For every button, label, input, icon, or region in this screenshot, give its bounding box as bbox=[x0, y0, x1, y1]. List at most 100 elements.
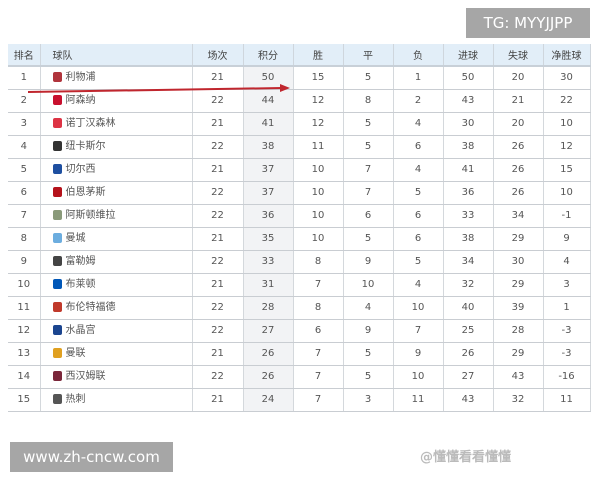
cell-gf: 34 bbox=[443, 250, 494, 274]
table-row: 15 热刺 21 24 7 3 11 43 32 11 bbox=[8, 388, 591, 412]
cell-rank: 11 bbox=[8, 296, 41, 320]
cell-gf: 33 bbox=[443, 204, 494, 228]
cell-team: 富勒姆 bbox=[40, 250, 193, 274]
cell-gf: 40 bbox=[443, 296, 494, 320]
cell-pts: 28 bbox=[243, 296, 294, 320]
cell-team: 曼联 bbox=[40, 342, 193, 366]
team-name: 伯恩茅斯 bbox=[65, 187, 106, 198]
cell-gd: 4 bbox=[543, 250, 591, 274]
cell-d: 9 bbox=[343, 250, 394, 274]
cell-ga: 39 bbox=[493, 296, 544, 320]
cell-w: 11 bbox=[293, 135, 344, 159]
cell-d: 10 bbox=[343, 273, 394, 297]
cell-pts: 37 bbox=[243, 158, 294, 182]
table-row: 10 布莱顿 21 31 7 10 4 32 29 3 bbox=[8, 273, 591, 297]
column-header: 胜 bbox=[293, 44, 344, 67]
cell-p: 21 bbox=[192, 273, 244, 297]
cell-pts: 24 bbox=[243, 388, 294, 412]
cell-p: 21 bbox=[192, 227, 244, 251]
cell-d: 5 bbox=[343, 135, 394, 159]
cell-p: 21 bbox=[192, 66, 244, 90]
cell-gd: 1 bbox=[543, 296, 591, 320]
cell-w: 10 bbox=[293, 204, 344, 228]
cell-ga: 29 bbox=[493, 227, 544, 251]
cell-gf: 43 bbox=[443, 89, 494, 113]
cell-d: 6 bbox=[343, 204, 394, 228]
cell-gf: 30 bbox=[443, 112, 494, 136]
table-row: 7 阿斯顿维拉 22 36 10 6 6 33 34 -1 bbox=[8, 204, 591, 228]
cell-pts: 37 bbox=[243, 181, 294, 205]
cell-pts: 26 bbox=[243, 365, 294, 389]
column-header: 失球 bbox=[493, 44, 544, 67]
column-header: 平 bbox=[343, 44, 394, 67]
cell-gd: 12 bbox=[543, 135, 591, 159]
team-name: 富勒姆 bbox=[65, 256, 96, 267]
cell-p: 22 bbox=[192, 135, 244, 159]
team-crest-icon bbox=[52, 233, 62, 243]
cell-rank: 10 bbox=[8, 273, 41, 297]
cell-team: 伯恩茅斯 bbox=[40, 181, 193, 205]
cell-ga: 26 bbox=[493, 135, 544, 159]
cell-w: 10 bbox=[293, 227, 344, 251]
cell-p: 22 bbox=[192, 181, 244, 205]
cell-gd: 11 bbox=[543, 388, 591, 412]
cell-rank: 7 bbox=[8, 204, 41, 228]
table-row: 2 阿森纳 22 44 12 8 2 43 21 22 bbox=[8, 89, 591, 113]
cell-team: 利物浦 bbox=[40, 66, 193, 90]
cell-p: 21 bbox=[192, 342, 244, 366]
team-name: 阿森纳 bbox=[65, 95, 96, 106]
cell-d: 4 bbox=[343, 296, 394, 320]
cell-rank: 4 bbox=[8, 135, 41, 159]
cell-d: 5 bbox=[343, 342, 394, 366]
table-row: 5 切尔西 21 37 10 7 4 41 26 15 bbox=[8, 158, 591, 182]
team-name: 诺丁汉森林 bbox=[65, 118, 116, 129]
league-table: 排名 球队 场次 积分胜平负进球 失球 净胜球 1 利物浦 21 50 15 5 1 50 20 30 2 阿森… bbox=[8, 44, 591, 412]
cell-p: 21 bbox=[192, 112, 244, 136]
cell-team: 曼城 bbox=[40, 227, 193, 251]
team-name: 布莱顿 bbox=[65, 279, 96, 290]
cell-d: 7 bbox=[343, 158, 394, 182]
cell-l: 4 bbox=[393, 112, 444, 136]
cell-rank: 8 bbox=[8, 227, 41, 251]
team-name: 曼城 bbox=[65, 233, 86, 244]
cell-rank: 1 bbox=[8, 66, 41, 90]
cell-p: 22 bbox=[192, 319, 244, 343]
table-row: 6 伯恩茅斯 22 37 10 7 5 36 26 10 bbox=[8, 181, 591, 205]
column-header: 负 bbox=[393, 44, 444, 67]
table-row: 14 西汉姆联 22 26 7 5 10 27 43 -16 bbox=[8, 365, 591, 389]
team-name: 曼联 bbox=[65, 348, 86, 359]
cell-gf: 50 bbox=[443, 66, 494, 90]
team-name: 纽卡斯尔 bbox=[65, 141, 106, 152]
cell-gd: 15 bbox=[543, 158, 591, 182]
team-name: 切尔西 bbox=[65, 164, 96, 175]
cell-ga: 29 bbox=[493, 273, 544, 297]
team-name: 利物浦 bbox=[65, 72, 96, 83]
cell-w: 12 bbox=[293, 89, 344, 113]
column-header: 球队 bbox=[40, 44, 193, 67]
cell-gf: 27 bbox=[443, 365, 494, 389]
cell-gf: 25 bbox=[443, 319, 494, 343]
cell-p: 21 bbox=[192, 388, 244, 412]
cell-l: 7 bbox=[393, 319, 444, 343]
cell-pts: 41 bbox=[243, 112, 294, 136]
cell-pts: 38 bbox=[243, 135, 294, 159]
team-crest-icon bbox=[52, 210, 62, 220]
cell-ga: 34 bbox=[493, 204, 544, 228]
table-row: 12 水晶宫 22 27 6 9 7 25 28 -3 bbox=[8, 319, 591, 343]
cell-gd: -3 bbox=[543, 319, 591, 343]
cell-team: 阿斯顿维拉 bbox=[40, 204, 193, 228]
team-name: 热刺 bbox=[65, 394, 86, 405]
header-row: 排名 球队 场次 积分胜平负进球 失球 净胜球 bbox=[8, 44, 591, 67]
cell-d: 5 bbox=[343, 365, 394, 389]
cell-w: 7 bbox=[293, 342, 344, 366]
cell-l: 5 bbox=[393, 181, 444, 205]
cell-gf: 26 bbox=[443, 342, 494, 366]
team-name: 布伦特福德 bbox=[65, 302, 116, 313]
cell-w: 8 bbox=[293, 296, 344, 320]
cell-w: 10 bbox=[293, 158, 344, 182]
column-header: 积分 bbox=[243, 44, 294, 67]
cell-d: 5 bbox=[343, 227, 394, 251]
cell-w: 7 bbox=[293, 365, 344, 389]
table-row: 8 曼城 21 35 10 5 6 38 29 9 bbox=[8, 227, 591, 251]
cell-ga: 32 bbox=[493, 388, 544, 412]
